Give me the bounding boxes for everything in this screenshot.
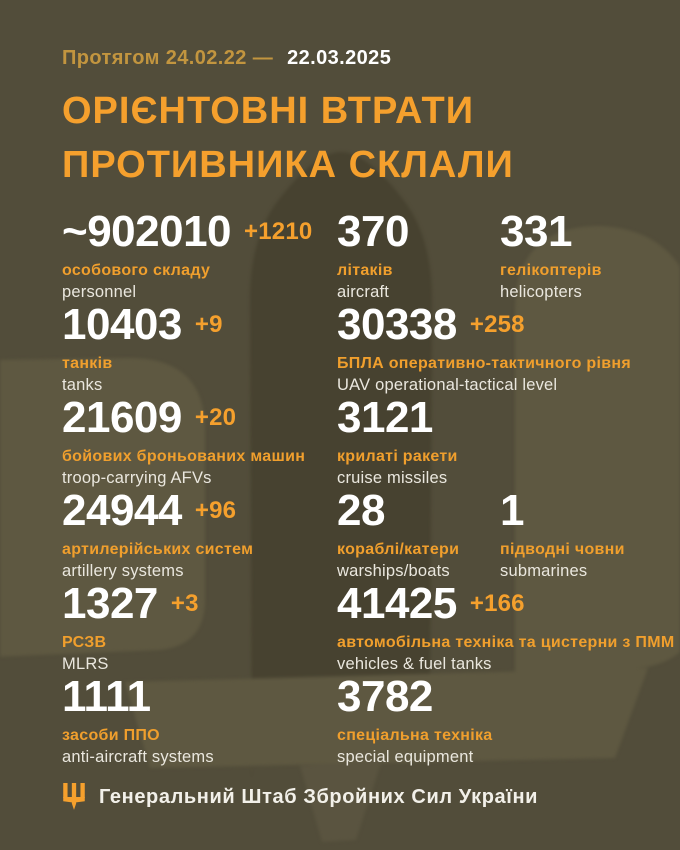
stat-label-ua: артилерійських систем (62, 541, 254, 558)
stat-warships: 28 кораблі/катери warships/boats (337, 489, 459, 581)
stat-delta: +166 (469, 590, 525, 617)
stat-label-ua: особового складу (62, 262, 211, 279)
current-date: 22.03.2025 (287, 47, 392, 69)
org-name: Генеральний Штаб Збройних Сил України (99, 785, 539, 808)
page-title: ОРІЄНТОВНІ ВТРАТИ ПРОТИВНИКА СКЛАЛИ (62, 84, 514, 192)
stat-label-ua: автомобільна техніка та цистерни з ПММ (337, 634, 675, 651)
stat-label-en: submarines (500, 562, 588, 580)
stat-submarines: 1 підводні човни submarines (500, 489, 625, 581)
stat-value: 370 (337, 207, 409, 256)
stat-special-equipment: 3782 спеціальна техніка special equipmen… (337, 675, 493, 767)
stat-label-en: artillery systems (62, 562, 184, 580)
stat-delta: +3 (170, 590, 199, 617)
stat-value: 28 (337, 486, 385, 535)
stat-label-en: helicopters (500, 283, 582, 301)
stat-value: 3782 (337, 672, 433, 721)
title-line-2: ПРОТИВНИКА СКЛАЛИ (62, 144, 514, 186)
stat-label-ua: спеціальна техніка (337, 727, 493, 744)
stat-label-en: vehicles & fuel tanks (337, 655, 492, 673)
stat-label-en: aircraft (337, 283, 390, 301)
stat-value: 21609 (62, 393, 182, 442)
stat-value: 3121 (337, 393, 433, 442)
stat-label-en: UAV operational-tactical level (337, 376, 558, 394)
reporting-period: Протягом 24.02.22 — 22.03.2025 (62, 47, 391, 70)
stat-delta: +9 (194, 311, 223, 338)
stat-aircraft: 370 літаків aircraft (337, 210, 422, 302)
stat-uav: 30338 +258 БПЛА оперативно-тактичного рі… (337, 303, 631, 395)
stat-artillery: 24944 +96 артилерійських систем artiller… (62, 489, 253, 581)
stat-value: 10403 (62, 300, 182, 349)
stat-value: 1111 (62, 672, 151, 721)
stat-label-ua: БПЛА оперативно-тактичного рівня (337, 355, 631, 372)
stat-label-en: MLRS (62, 655, 109, 673)
stat-value: 24944 (62, 486, 182, 535)
stat-label-ua: гелікоптерів (500, 262, 602, 279)
stat-anti-aircraft: 1111 засоби ППО anti-aircraft systems (62, 675, 214, 767)
stat-value: 1 (500, 486, 524, 535)
tryzub-icon (63, 783, 85, 810)
stat-value: 41425 (337, 579, 457, 628)
stat-label-ua: кораблі/катери (337, 541, 460, 558)
stat-label-en: cruise missiles (337, 469, 448, 487)
stat-label-ua: крилаті ракети (337, 448, 458, 465)
stat-label-ua: РСЗВ (62, 634, 107, 651)
stat-afv: 21609 +20 бойових броньованих машин troo… (62, 396, 305, 488)
stat-value: 331 (500, 207, 572, 256)
title-line-1: ОРІЄНТОВНІ ВТРАТИ (62, 90, 475, 132)
stat-label-en: warships/boats (337, 562, 450, 580)
stat-delta: +258 (469, 311, 525, 338)
stat-value: 1327 (62, 579, 158, 628)
stat-label-en: troop-carrying AFVs (62, 469, 212, 487)
stat-label-ua: бойових броньованих машин (62, 448, 306, 465)
stat-label-en: personnel (62, 283, 137, 301)
stat-label-ua: засоби ППО (62, 727, 160, 744)
stat-label-ua: танків (62, 355, 113, 372)
stat-helicopters: 331 гелікоптерів helicopters (500, 210, 602, 302)
stat-value: ~902010 (62, 207, 232, 256)
stat-label-ua: підводні човни (500, 541, 625, 558)
stat-label-ua: літаків (337, 262, 393, 279)
stat-delta: +20 (194, 404, 237, 431)
stat-tanks: 10403 +9 танків tanks (62, 303, 223, 395)
stat-personnel: ~902010 +1210 особового складу personnel (62, 210, 312, 302)
stat-delta: +96 (194, 497, 237, 524)
stat-mlrs: 1327 +3 РСЗВ MLRS (62, 582, 199, 674)
stat-cruise-missiles: 3121 крилаті ракети cruise missiles (337, 396, 458, 488)
period-prefix: Протягом 24.02.22 — (62, 47, 274, 69)
stat-delta: +1210 (244, 218, 313, 245)
stat-vehicles-fuel: 41425 +166 автомобільна техніка та цисте… (337, 582, 675, 674)
stat-label-en: anti-aircraft systems (62, 748, 214, 766)
stat-label-en: tanks (62, 376, 103, 394)
footer: Генеральний Штаб Збройних Сил України (62, 783, 538, 811)
stat-value: 30338 (337, 300, 457, 349)
stat-label-en: special equipment (337, 748, 474, 766)
